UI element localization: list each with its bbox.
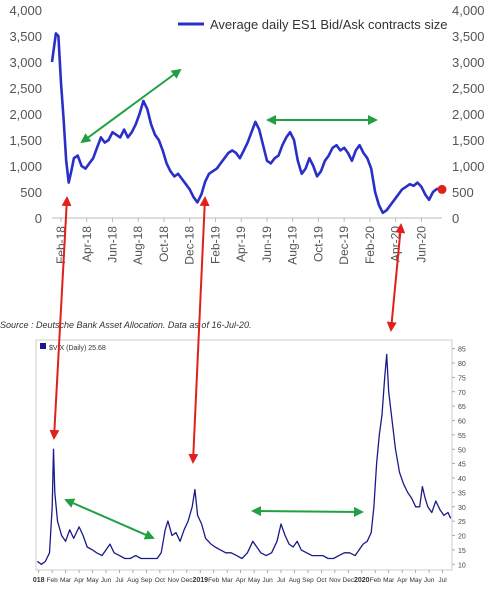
y-tick-label-left: 0 <box>35 211 42 226</box>
x-tick-label: Feb-18 <box>54 226 68 264</box>
y-tick-label: 10 <box>458 562 466 569</box>
y-tick-label: 15 <box>458 548 466 555</box>
x-tick-label: Dec-18 <box>183 226 197 265</box>
y-tick-label-left: 4,000 <box>9 3 42 18</box>
x-tick-label: Feb <box>208 577 220 584</box>
x-tick-label: Aug-19 <box>286 226 300 265</box>
x-tick-label: Feb-20 <box>363 226 377 264</box>
legend-label: $VIX (Daily) 25.68 <box>49 345 106 352</box>
x-tick-label: Apr <box>397 577 408 584</box>
y-tick-label: 85 <box>458 347 466 354</box>
y-tick-label: 75 <box>458 375 466 382</box>
x-tick-label: May <box>86 577 99 584</box>
x-tick-label: Feb-19 <box>208 226 222 264</box>
y-tick-label: 30 <box>458 505 466 512</box>
x-tick-label: Nov <box>168 577 180 584</box>
last-point-marker <box>437 184 447 194</box>
y-tick-label-right: 4,000 <box>452 3 485 18</box>
y-tick-label-right: 1,000 <box>452 159 485 174</box>
y-tick-label-left: 3,500 <box>9 29 42 44</box>
x-tick-label: Apr <box>74 577 85 584</box>
x-tick-label: Oct <box>155 577 165 584</box>
x-tick-label: Oct-19 <box>311 226 325 262</box>
vix-series-line <box>36 353 452 565</box>
x-tick-label: Apr <box>236 577 247 584</box>
x-tick-label: Jun-19 <box>260 226 274 263</box>
x-tick-label: Mar <box>222 577 234 584</box>
y-tick-label: 45 <box>458 462 466 469</box>
x-tick-label: Jul <box>277 577 286 584</box>
y-tick-label: 35 <box>458 490 466 497</box>
y-tick-label-right: 3,000 <box>452 55 485 70</box>
es1-bid-ask-chart: 0 0 500 500 1,000 1,000 1,500 1,500 2,000 2,000 2,… <box>9 3 485 265</box>
x-tick-label: Dec-19 <box>337 226 351 265</box>
y-tick-label: 80 <box>458 361 466 368</box>
x-tick-label: Apr-20 <box>389 226 403 262</box>
x-tick-label: Jun <box>101 577 112 584</box>
x-tick-label: Sep <box>141 577 153 584</box>
x-tick-label: Dec <box>181 577 193 584</box>
x-tick-label: Jun <box>262 577 273 584</box>
y-tick-label: 50 <box>458 447 466 454</box>
y-tick-label-left: 1,500 <box>9 133 42 148</box>
vix-chart: $VIX (Daily) 25.68 10 15 20 25 30 35 40 45 50 55 60… <box>0 332 494 592</box>
x-tick-label: Dec <box>343 577 355 584</box>
x-tick-label: Oct-18 <box>157 226 171 262</box>
x-tick-label: Aug <box>127 577 139 584</box>
source-note: Source : Deutsche Bank Asset Allocation.… <box>0 320 252 330</box>
y-tick-label-right: 1,500 <box>452 133 485 148</box>
x-tick-label: Aug-18 <box>131 226 145 265</box>
y-tick-label: 25 <box>458 519 466 526</box>
legend-label: Average daily ES1 Bid/Ask contracts size <box>210 17 448 32</box>
y-tick-label-right: 500 <box>452 185 474 200</box>
x-tick-label: Feb <box>370 577 382 584</box>
x-tick-label: Jul <box>438 577 447 584</box>
y-tick-label-left: 2,500 <box>9 81 42 96</box>
x-tick-label: Jun-20 <box>414 226 428 263</box>
x-tick-label: Aug <box>289 577 301 584</box>
x-tick-label: May <box>410 577 423 584</box>
x-tick-label: May <box>248 577 261 584</box>
y-tick-label: 20 <box>458 534 466 541</box>
legend-swatch <box>40 343 46 349</box>
x-tick-label: Mar <box>60 577 72 584</box>
x-tick-label: 2019 <box>192 577 208 584</box>
y-tick-label-right: 2,500 <box>452 81 485 96</box>
es1-chart-svg: 0 0 500 500 1,000 1,000 1,500 1,500 2,000 2,000 2,… <box>9 3 485 265</box>
x-tick-label: Oct <box>316 577 326 584</box>
y-tick-label: 55 <box>458 433 466 440</box>
y-tick-label-right: 0 <box>452 211 459 226</box>
vix-chart-svg: $VIX (Daily) 25.68 10 15 20 25 30 35 40 45 50 55 60… <box>33 339 466 584</box>
y-tick-label-right: 2,000 <box>452 107 485 122</box>
x-tick-label: Jul <box>115 577 124 584</box>
x-tick-label: Sep <box>302 577 314 584</box>
x-tick-label: 018 <box>33 577 45 584</box>
x-tick-label: Jun-18 <box>105 226 119 263</box>
y-tick-label: 40 <box>458 476 466 483</box>
x-tick-label: Apr-18 <box>80 226 94 262</box>
y-tick-label-left: 500 <box>20 185 42 200</box>
y-tick-label-left: 1,000 <box>9 159 42 174</box>
x-tick-label: Mar <box>383 577 395 584</box>
x-tick-label: Apr-19 <box>234 226 248 262</box>
x-tick-label: 2020 <box>354 577 370 584</box>
x-tick-label: Jun <box>424 577 435 584</box>
es1-series-line <box>50 32 443 215</box>
y-tick-label-left: 2,000 <box>9 107 42 122</box>
plot-frame <box>35 339 453 571</box>
y-tick-label-right: 3,500 <box>452 29 485 44</box>
y-tick-label: 70 <box>458 390 466 397</box>
y-tick-label: 65 <box>458 404 466 411</box>
x-tick-label: Feb <box>47 577 59 584</box>
y-tick-label: 60 <box>458 419 466 426</box>
x-tick-label: Nov <box>329 577 341 584</box>
y-tick-label-left: 3,000 <box>9 55 42 70</box>
